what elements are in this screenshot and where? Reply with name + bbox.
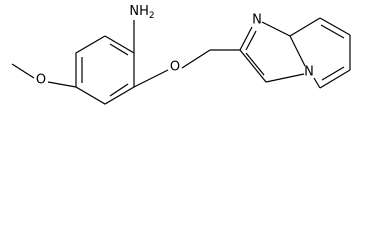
bond <box>11 63 35 79</box>
double-bond <box>109 43 129 56</box>
bond <box>47 81 77 88</box>
bonds <box>11 17 351 105</box>
double-bond <box>109 83 129 97</box>
double-bond <box>320 24 345 39</box>
nitrogen-label: N <box>304 65 314 80</box>
amine-label: NH2 <box>129 4 154 21</box>
nitrogen-label: N <box>252 13 262 28</box>
bond <box>239 49 267 83</box>
bond <box>239 26 253 51</box>
oxygen-label: O <box>36 73 46 88</box>
benzene-ring <box>75 35 135 105</box>
double-bond <box>245 52 265 76</box>
bond <box>133 69 169 88</box>
label-bg <box>124 3 158 19</box>
bond <box>319 17 351 36</box>
structure-diagram: NH2 O O N N <box>11 3 351 105</box>
atom-labels: NH2 O O N N <box>36 3 314 88</box>
double-bond <box>245 30 257 51</box>
bond <box>319 69 351 89</box>
oxygen-label: O <box>170 60 180 75</box>
bond <box>289 17 321 37</box>
bond <box>265 73 305 83</box>
bond <box>313 77 321 89</box>
bond <box>181 49 211 69</box>
double-bond <box>321 66 345 81</box>
bond <box>289 35 306 67</box>
bond <box>261 21 291 37</box>
